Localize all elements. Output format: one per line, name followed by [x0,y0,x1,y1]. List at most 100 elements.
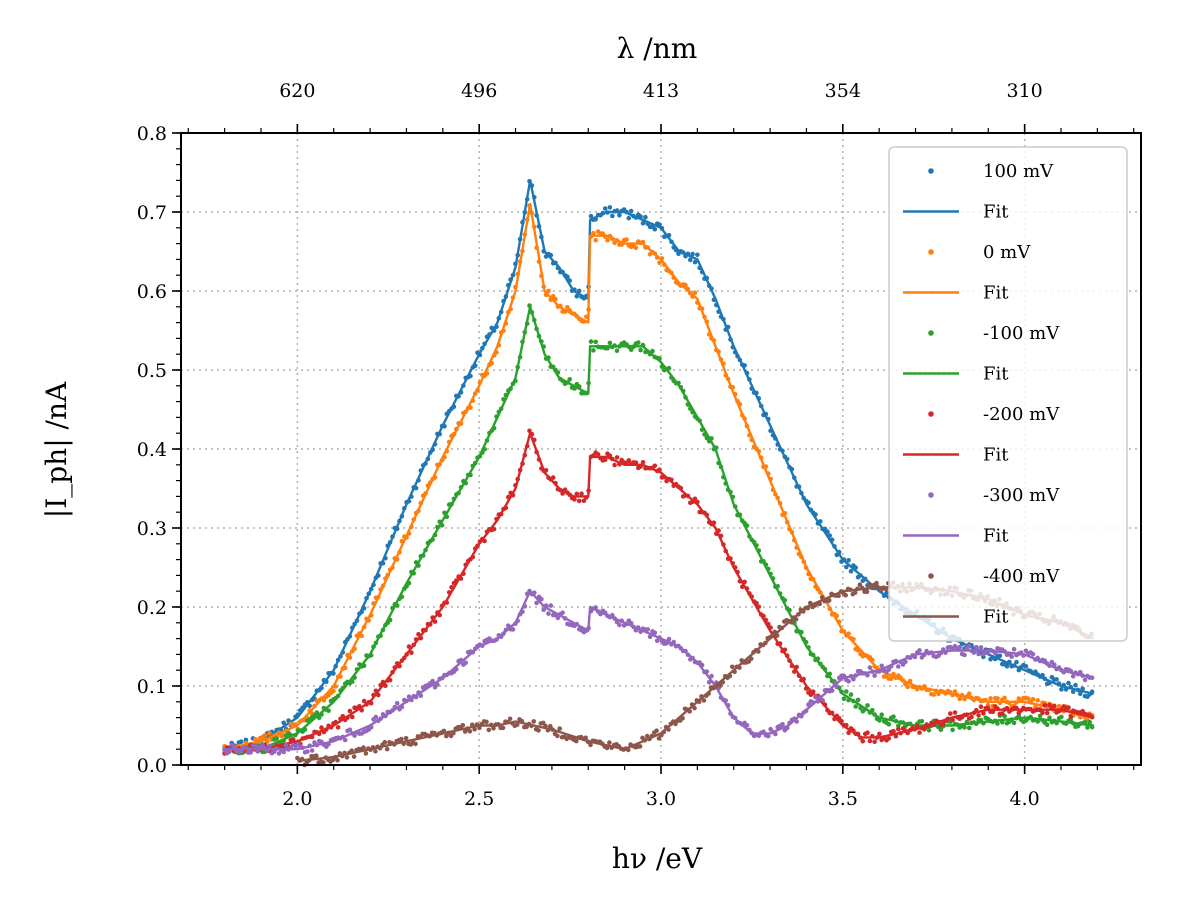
data-point [368,653,374,658]
data-point [314,742,320,748]
data-point [1068,717,1074,723]
data-point [548,723,553,729]
data-point [524,197,530,202]
data-point [390,565,395,570]
data-point [560,610,565,616]
data-point [423,491,428,496]
data-point [397,518,402,524]
data-point [775,442,780,447]
data-point [841,696,847,702]
data-point [772,629,778,635]
data-point [723,698,728,703]
data-point [309,748,315,753]
data-point [567,492,572,498]
data-point [645,221,650,226]
top-tick-label: 310 [1007,80,1043,102]
data-point [558,303,563,309]
data-point [1070,721,1076,726]
data-point [761,558,766,564]
data-point [326,708,331,713]
data-point [782,597,788,603]
data-point [347,708,353,714]
data-point [891,729,896,734]
data-point [352,733,357,738]
data-point [555,265,561,271]
data-point [732,349,738,355]
data-point [491,328,497,333]
data-point [494,350,499,355]
data-point [779,625,785,631]
data-point [826,598,832,603]
data-point [446,439,452,445]
data-point [281,720,287,726]
data-point [874,735,880,740]
data-point [926,727,932,733]
data-point [501,328,506,334]
legend-marker-point [928,168,934,174]
data-point [342,750,347,756]
data-point [619,618,624,623]
data-point [858,705,863,711]
data-point [701,698,707,703]
data-point [432,532,438,538]
data-point [489,360,495,366]
data-point [900,678,906,683]
data-point [501,631,506,636]
data-point [834,684,840,690]
data-point [872,739,877,744]
data-point [484,719,489,725]
data-point [756,449,762,454]
data-point [529,210,535,216]
data-point [451,432,457,437]
data-point [451,496,457,502]
data-point [583,735,588,741]
data-point [248,750,253,755]
data-point [498,511,504,517]
data-point [792,475,797,481]
data-point [749,437,754,443]
data-point [368,700,374,706]
data-point [605,210,610,215]
data-point [423,547,428,553]
data-point [567,278,572,283]
data-point [418,635,424,641]
data-point [709,673,714,679]
data-point [312,703,317,709]
data-point [524,217,530,222]
data-point [964,719,970,725]
data-point [1089,724,1095,730]
data-point [515,253,520,258]
top-tick-label: 496 [461,80,497,102]
data-point [784,519,790,525]
data-point [477,454,483,459]
data-point [439,523,445,528]
data-point [444,514,450,520]
data-point [704,669,710,674]
data-point [614,455,620,460]
data-point [515,364,520,370]
data-point [851,698,856,704]
data-point [534,600,539,606]
data-point [378,587,383,592]
data-point [366,618,372,623]
data-point [690,655,695,661]
data-point [598,611,603,617]
data-point [843,593,848,598]
data-point [789,620,794,625]
data-point [744,423,750,429]
data-point [768,476,773,482]
data-point [505,719,511,725]
data-point [286,718,291,723]
data-point [929,650,934,655]
data-point [926,687,932,693]
x-axis-title: hν /eV [612,842,703,875]
data-point [463,409,469,415]
data-point [425,456,431,462]
data-point [688,290,693,296]
data-point [773,731,778,737]
data-point [536,728,541,733]
top-tick-label: 413 [643,80,679,102]
data-point [458,421,464,426]
data-point [763,411,769,417]
data-point [480,643,485,648]
